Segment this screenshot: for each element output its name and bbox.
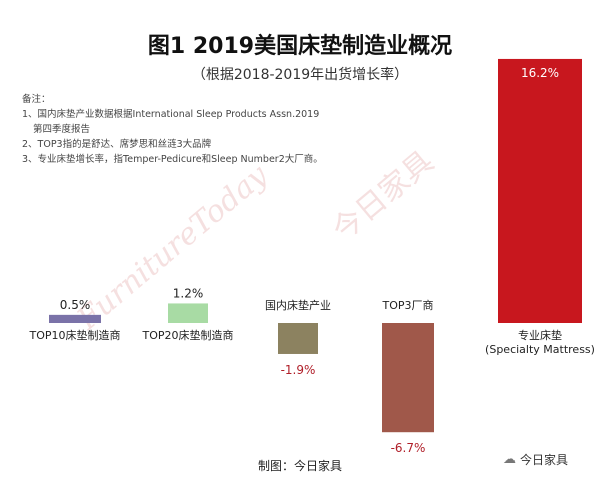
source-credit: 制图：今日家具 — [257, 459, 342, 473]
bar-3 — [382, 323, 434, 433]
notes-heading: 备注： — [22, 94, 51, 105]
note-line-1b: 第四季度报告 — [33, 124, 91, 135]
bar-4 — [498, 58, 582, 323]
category-label-1: TOP20床垫制造商 — [141, 328, 233, 342]
wechat-icon: ☁ — [503, 452, 516, 467]
bar-2 — [278, 323, 318, 354]
category-label-4: 专业床垫(Specialty Mattress) — [485, 328, 595, 356]
value-label-1: 1.2% — [173, 286, 204, 300]
page-subtitle: （根据2018-2019年出货增长率） — [191, 67, 409, 83]
note-line-3: 3、专业床垫增长率，指Temper-Pedicure和Sleep Number2… — [22, 154, 323, 165]
bar-1 — [168, 303, 208, 323]
bar-0 — [49, 314, 101, 323]
category-label-0: TOP10床垫制造商 — [28, 328, 120, 342]
note-line-2: 2、TOP3指的是舒达、席梦思和丝涟3大品牌 — [22, 139, 212, 150]
page-title: 图1 2019美国床垫制造业概况 — [147, 34, 453, 59]
value-label-0: 0.5% — [60, 298, 91, 312]
value-label-3: -6.7% — [391, 441, 426, 455]
category-label-2: 国内床垫产业 — [265, 298, 331, 312]
notes-block: 备注： 1、国内床垫产业数据根据International Sleep Prod… — [22, 92, 382, 167]
value-label-2: -1.9% — [281, 363, 316, 377]
wechat-account-name: 今日家具 — [520, 453, 569, 467]
note-line-1: 1、国内床垫产业数据根据International Sleep Products… — [22, 109, 320, 120]
category-label-3: TOP3厂商 — [381, 298, 433, 312]
value-label-4: 16.2% — [521, 66, 559, 80]
wechat-account: ☁ 今日家具 — [503, 451, 568, 468]
